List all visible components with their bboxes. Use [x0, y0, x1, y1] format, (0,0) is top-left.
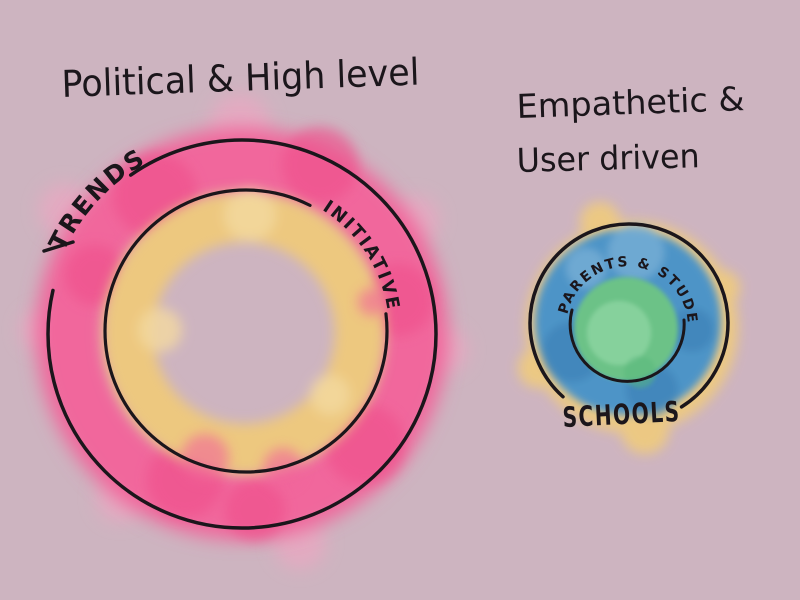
- left-ring-watercolor: [20, 94, 468, 569]
- watercolor-blotch: [138, 308, 182, 352]
- right-inner-arc-outline: [568, 308, 686, 383]
- watercolor-blotch: [624, 356, 656, 388]
- watercolor-blotch: [587, 301, 651, 365]
- watercolor-blotch: [566, 248, 606, 288]
- schools-label: SCHOOLS: [562, 395, 682, 434]
- left-outer-circle-outline: [46, 138, 438, 530]
- watercolor-blotch: [224, 189, 276, 241]
- right-circle-watercolor: [518, 202, 740, 454]
- trends-tick-line: [42, 240, 75, 253]
- left-title: Political & High level: [61, 51, 420, 106]
- right-title-line1: Empathetic &: [516, 79, 745, 126]
- watercolor-blotch: [608, 224, 664, 280]
- watercolor-blotch: [358, 288, 386, 316]
- left-inner-circle-outline: [103, 188, 389, 474]
- watercolor-blotch: [225, 480, 285, 540]
- watercolor-blotch: [621, 406, 669, 454]
- watercolor-blotch: [282, 127, 358, 203]
- right-outer-circle-outline: [528, 222, 730, 424]
- watercolor-blotch: [310, 375, 350, 415]
- right-title-line2: User driven: [516, 136, 700, 180]
